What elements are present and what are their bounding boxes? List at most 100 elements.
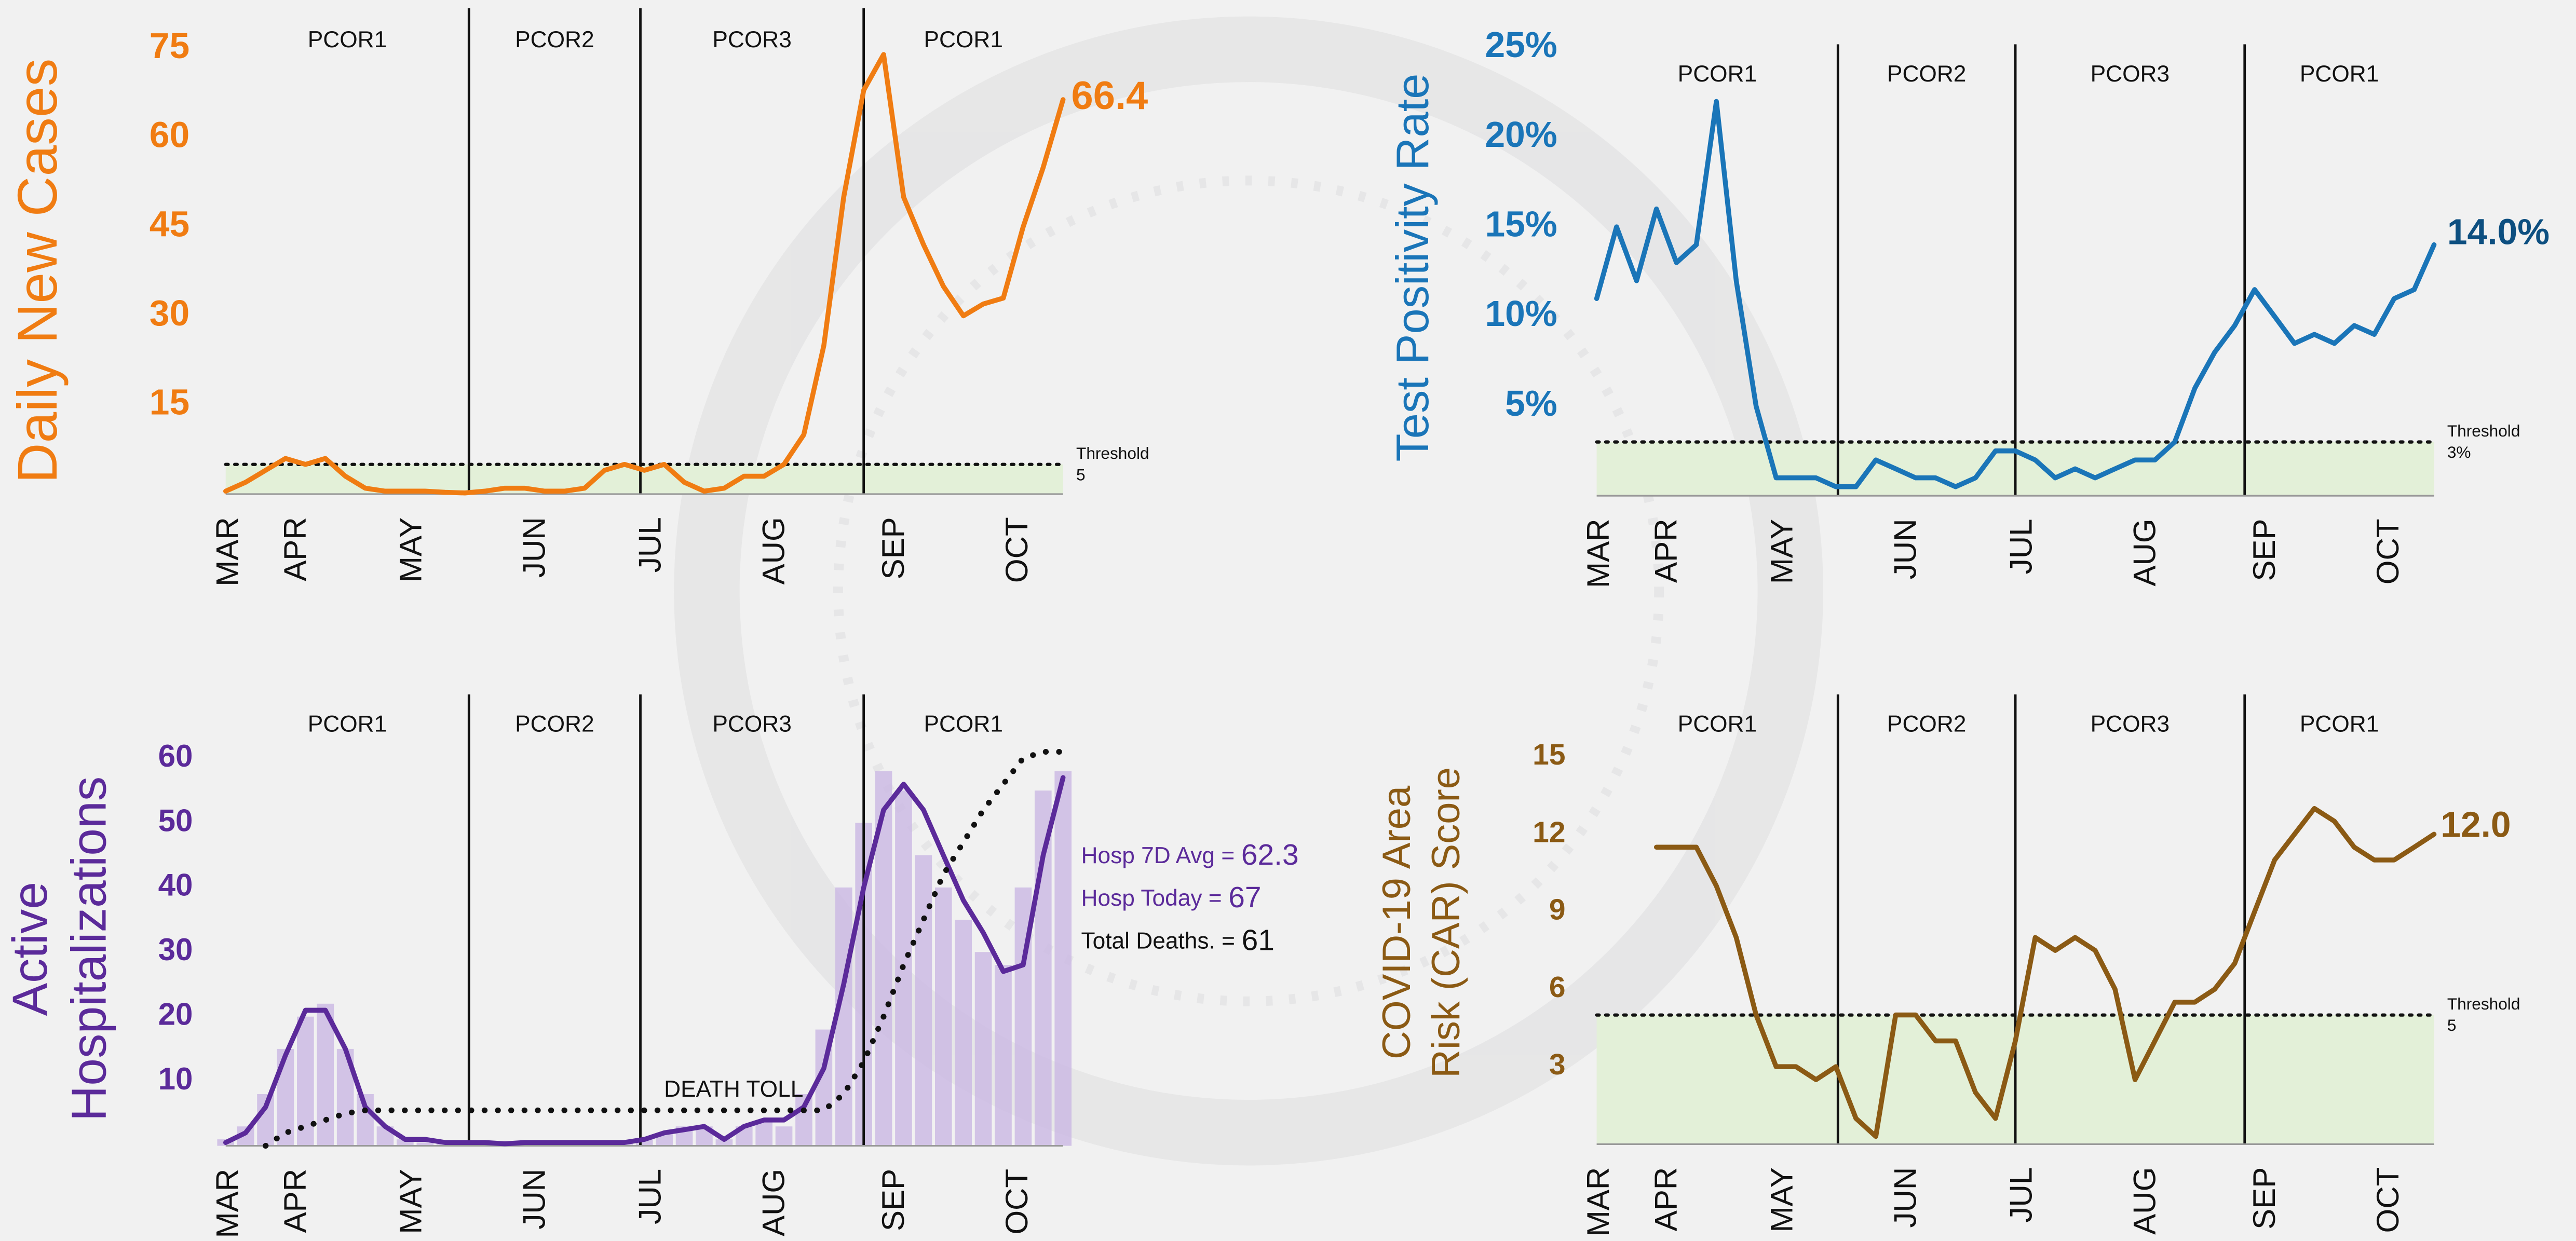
axis-title: COVID-19 Area (1375, 785, 1419, 1059)
end-value-label: 66.4 (1072, 74, 1148, 118)
y-tick-label: 75 (150, 25, 189, 66)
period-label: PCOR1 (308, 27, 387, 52)
y-tick-label: 40 (158, 868, 193, 903)
threshold-label: Threshold (1076, 444, 1149, 462)
x-tick-label: MAY (1764, 519, 1799, 584)
y-tick-label: 10 (158, 1061, 193, 1096)
threshold-label: Threshold (2447, 994, 2520, 1013)
y-tick-label: 3 (1549, 1048, 1566, 1081)
bar (974, 952, 992, 1146)
y-tick-label: 50 (158, 803, 193, 838)
y-tick-label: 6 (1549, 971, 1566, 1004)
x-tick-label: JUN (1888, 1167, 1923, 1228)
y-tick-label: 45 (150, 203, 189, 244)
period-label: PCOR2 (515, 27, 594, 52)
x-tick-label: APR (278, 517, 313, 581)
x-tick-label: OCT (999, 1169, 1034, 1235)
period-label: PCOR1 (2300, 712, 2379, 737)
period-label: PCOR1 (924, 712, 1003, 737)
stat-value: 62.3 (1241, 838, 1299, 871)
threshold-value: 5 (1076, 465, 1086, 484)
x-tick-label: MAR (1581, 519, 1616, 588)
period-label: PCOR1 (1678, 61, 1757, 87)
x-tick-label: SEP (876, 1169, 911, 1231)
x-tick-label: AUG (2127, 519, 2162, 586)
axis-title: Daily New Cases (6, 59, 69, 484)
threshold-value: 3% (2447, 443, 2471, 461)
bar (775, 1126, 793, 1146)
x-tick-label: SEP (2247, 519, 2282, 581)
chart-panel: Threshold 5 PCOR1 PCOR2 PCOR3 PCOR1 15 30 45 60 75… (6, 8, 1149, 587)
watermark (674, 16, 1824, 1166)
y-tick-label: 5% (1505, 383, 1557, 424)
stat-label: Hosp Today = (1081, 885, 1222, 911)
stat-line: Total Deaths. = 61 (1081, 923, 1275, 957)
x-tick-label: MAY (394, 1169, 428, 1234)
series-annotation: DEATH TOLL (664, 1076, 803, 1102)
period-label: PCOR1 (924, 27, 1003, 52)
y-tick-label: 30 (150, 293, 189, 333)
period-label: PCOR2 (515, 712, 594, 737)
chart-panel: PCOR1 PCOR2 PCOR3 PCOR1 10 20 30 40 50 60 MAR APR MA… (3, 694, 1299, 1238)
period-label: PCOR2 (1887, 61, 1967, 87)
x-tick-label: JUN (517, 517, 552, 578)
x-tick-label: MAR (210, 1169, 245, 1238)
x-tick-label: OCT (2370, 519, 2405, 584)
bar (915, 855, 932, 1146)
x-tick-label: OCT (999, 517, 1034, 583)
axis-title: Active (3, 882, 58, 1016)
threshold-value: 5 (2447, 1016, 2457, 1034)
x-tick-label: JUL (2003, 1167, 2038, 1223)
x-tick-label: JUN (517, 1169, 552, 1230)
bar (715, 1139, 733, 1146)
series-line (223, 52, 1066, 496)
stat-value: 67 (1228, 881, 1261, 914)
period-label: PCOR1 (2300, 61, 2379, 87)
stat-label: Total Deaths. = (1081, 928, 1236, 953)
x-tick-label: JUL (2003, 519, 2038, 574)
stat-label: Hosp 7D Avg = (1081, 843, 1235, 868)
x-tick-label: JUL (632, 1169, 667, 1224)
bar (995, 965, 1012, 1146)
x-tick-label: SEP (2247, 1167, 2282, 1230)
x-tick-label: AUG (756, 1169, 791, 1236)
x-tick-label: AUG (756, 517, 791, 584)
stat-value: 61 (1242, 923, 1275, 957)
x-tick-label: APR (1649, 519, 1684, 583)
bar (955, 920, 972, 1146)
y-tick-label: 25% (1485, 24, 1557, 65)
y-tick-label: 10% (1485, 293, 1557, 334)
bar (416, 1142, 434, 1146)
y-tick-label: 30 (158, 932, 193, 967)
series-line (1653, 806, 2437, 1139)
x-tick-label: APR (1649, 1167, 1684, 1232)
chart-panel: Threshold 5 PCOR1 PCOR2 PCOR3 PCOR1 3 6 9 12 15 MAR… (1375, 694, 2520, 1236)
y-tick-label: 15% (1485, 203, 1557, 244)
x-tick-label: OCT (2370, 1167, 2405, 1233)
x-tick-label: MAR (210, 517, 245, 587)
x-tick-label: AUG (2127, 1167, 2162, 1235)
y-tick-label: 60 (158, 739, 193, 773)
y-tick-label: 15 (150, 382, 189, 422)
period-label: PCOR1 (1678, 712, 1757, 737)
axis-title: Test Positivity Rate (1387, 74, 1438, 462)
x-tick-label: APR (278, 1169, 313, 1233)
end-value-label: 14.0% (2447, 212, 2550, 252)
period-label: PCOR2 (1887, 712, 1967, 737)
y-tick-label: 15 (1533, 738, 1565, 771)
x-tick-label: SEP (876, 517, 911, 579)
series-line (263, 748, 1066, 1149)
period-label: PCOR3 (712, 27, 792, 52)
y-tick-label: 9 (1549, 893, 1566, 926)
period-label: PCOR3 (712, 712, 792, 737)
y-tick-label: 20% (1485, 114, 1557, 155)
stat-line: Hosp 7D Avg = 62.3 (1081, 838, 1299, 871)
axis-title: Risk (CAR) Score (1424, 767, 1468, 1078)
series-line (223, 775, 1066, 1147)
threshold-label: Threshold (2447, 421, 2520, 440)
series-line (1594, 99, 2437, 489)
y-tick-label: 12 (1533, 815, 1565, 849)
bar (1054, 771, 1072, 1146)
